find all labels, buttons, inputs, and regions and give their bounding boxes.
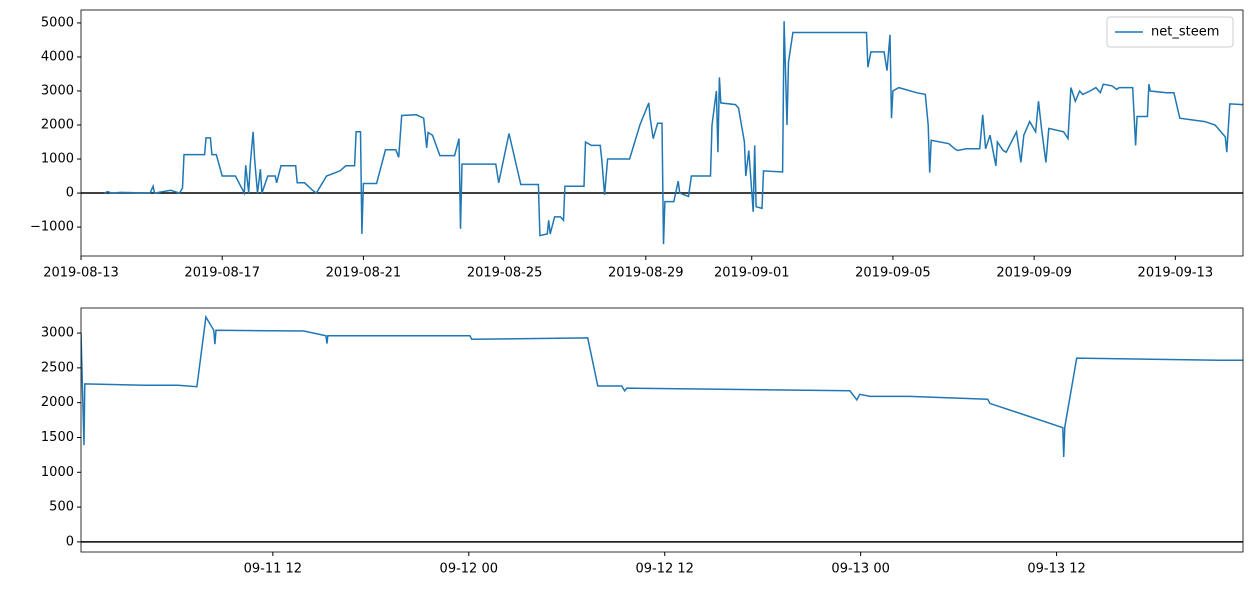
x-tick-label: 2019-09-05 — [855, 266, 931, 281]
y-tick-label: 1000 — [41, 152, 74, 167]
x-tick-label: 2019-09-09 — [996, 266, 1072, 281]
y-tick-label: 3000 — [41, 83, 74, 98]
x-tick-label: 2019-09-13 — [1138, 266, 1214, 281]
x-tick-label: 09-12 12 — [635, 562, 693, 577]
y-tick-label: 0 — [66, 186, 74, 201]
y-tick-label: 0 — [66, 534, 74, 549]
x-tick-label: 09-11 12 — [244, 562, 302, 577]
x-tick-label: 09-13 12 — [1027, 562, 1085, 577]
data-line — [104, 21, 1243, 245]
y-tick-label: 2000 — [41, 395, 74, 410]
y-tick-label: 1000 — [41, 465, 74, 480]
y-tick-label: 1500 — [41, 430, 74, 445]
x-tick-label: 2019-08-21 — [326, 266, 402, 281]
x-tick-label: 09-13 00 — [831, 562, 889, 577]
y-tick-label: 5000 — [41, 15, 74, 30]
y-tick-label: −1000 — [30, 220, 74, 235]
plot-frame — [80, 9, 1244, 257]
y-tick-label: 4000 — [41, 49, 74, 64]
data-line — [81, 314, 1243, 458]
y-tick-label: 500 — [49, 500, 74, 515]
legend-box — [1106, 16, 1234, 48]
legend-label: net_steem — [1151, 25, 1219, 40]
y-tick-label: 3000 — [41, 326, 74, 341]
x-tick-label: 09-12 00 — [440, 562, 498, 577]
x-tick-label: 2019-08-17 — [184, 266, 260, 281]
y-tick-label: 2500 — [41, 360, 74, 375]
x-tick-label: 2019-09-01 — [714, 266, 790, 281]
x-tick-label: 2019-08-25 — [467, 266, 543, 281]
plot-frame — [80, 307, 1244, 553]
y-tick-label: 2000 — [41, 118, 74, 133]
x-tick-label: 2019-08-29 — [608, 266, 684, 281]
x-tick-label: 2019-08-13 — [43, 266, 119, 281]
